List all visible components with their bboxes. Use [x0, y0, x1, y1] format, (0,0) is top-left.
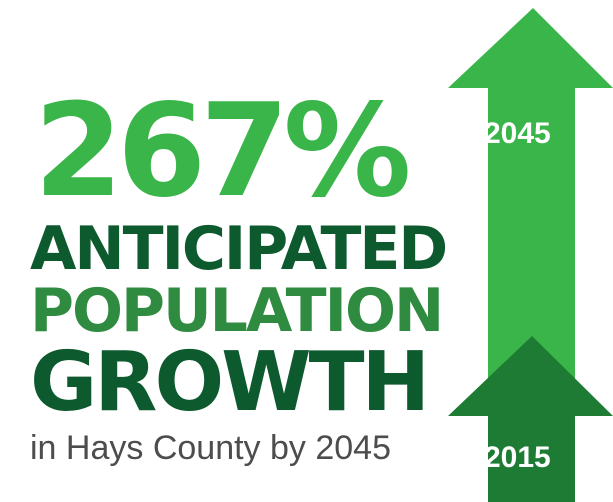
subline-hays-county: in Hays County by 2045 — [30, 429, 391, 467]
headline-line-anticipated: ANTICIPATED — [30, 214, 448, 284]
short-arrow-2015 — [448, 336, 613, 502]
year-label-2045: 2045 — [484, 117, 551, 150]
growth-percentage: 267% — [34, 77, 411, 226]
year-label-2015: 2015 — [484, 441, 551, 474]
headline-line-population: POPULATION — [30, 276, 444, 346]
headline-line-growth: GROWTH — [30, 335, 430, 430]
